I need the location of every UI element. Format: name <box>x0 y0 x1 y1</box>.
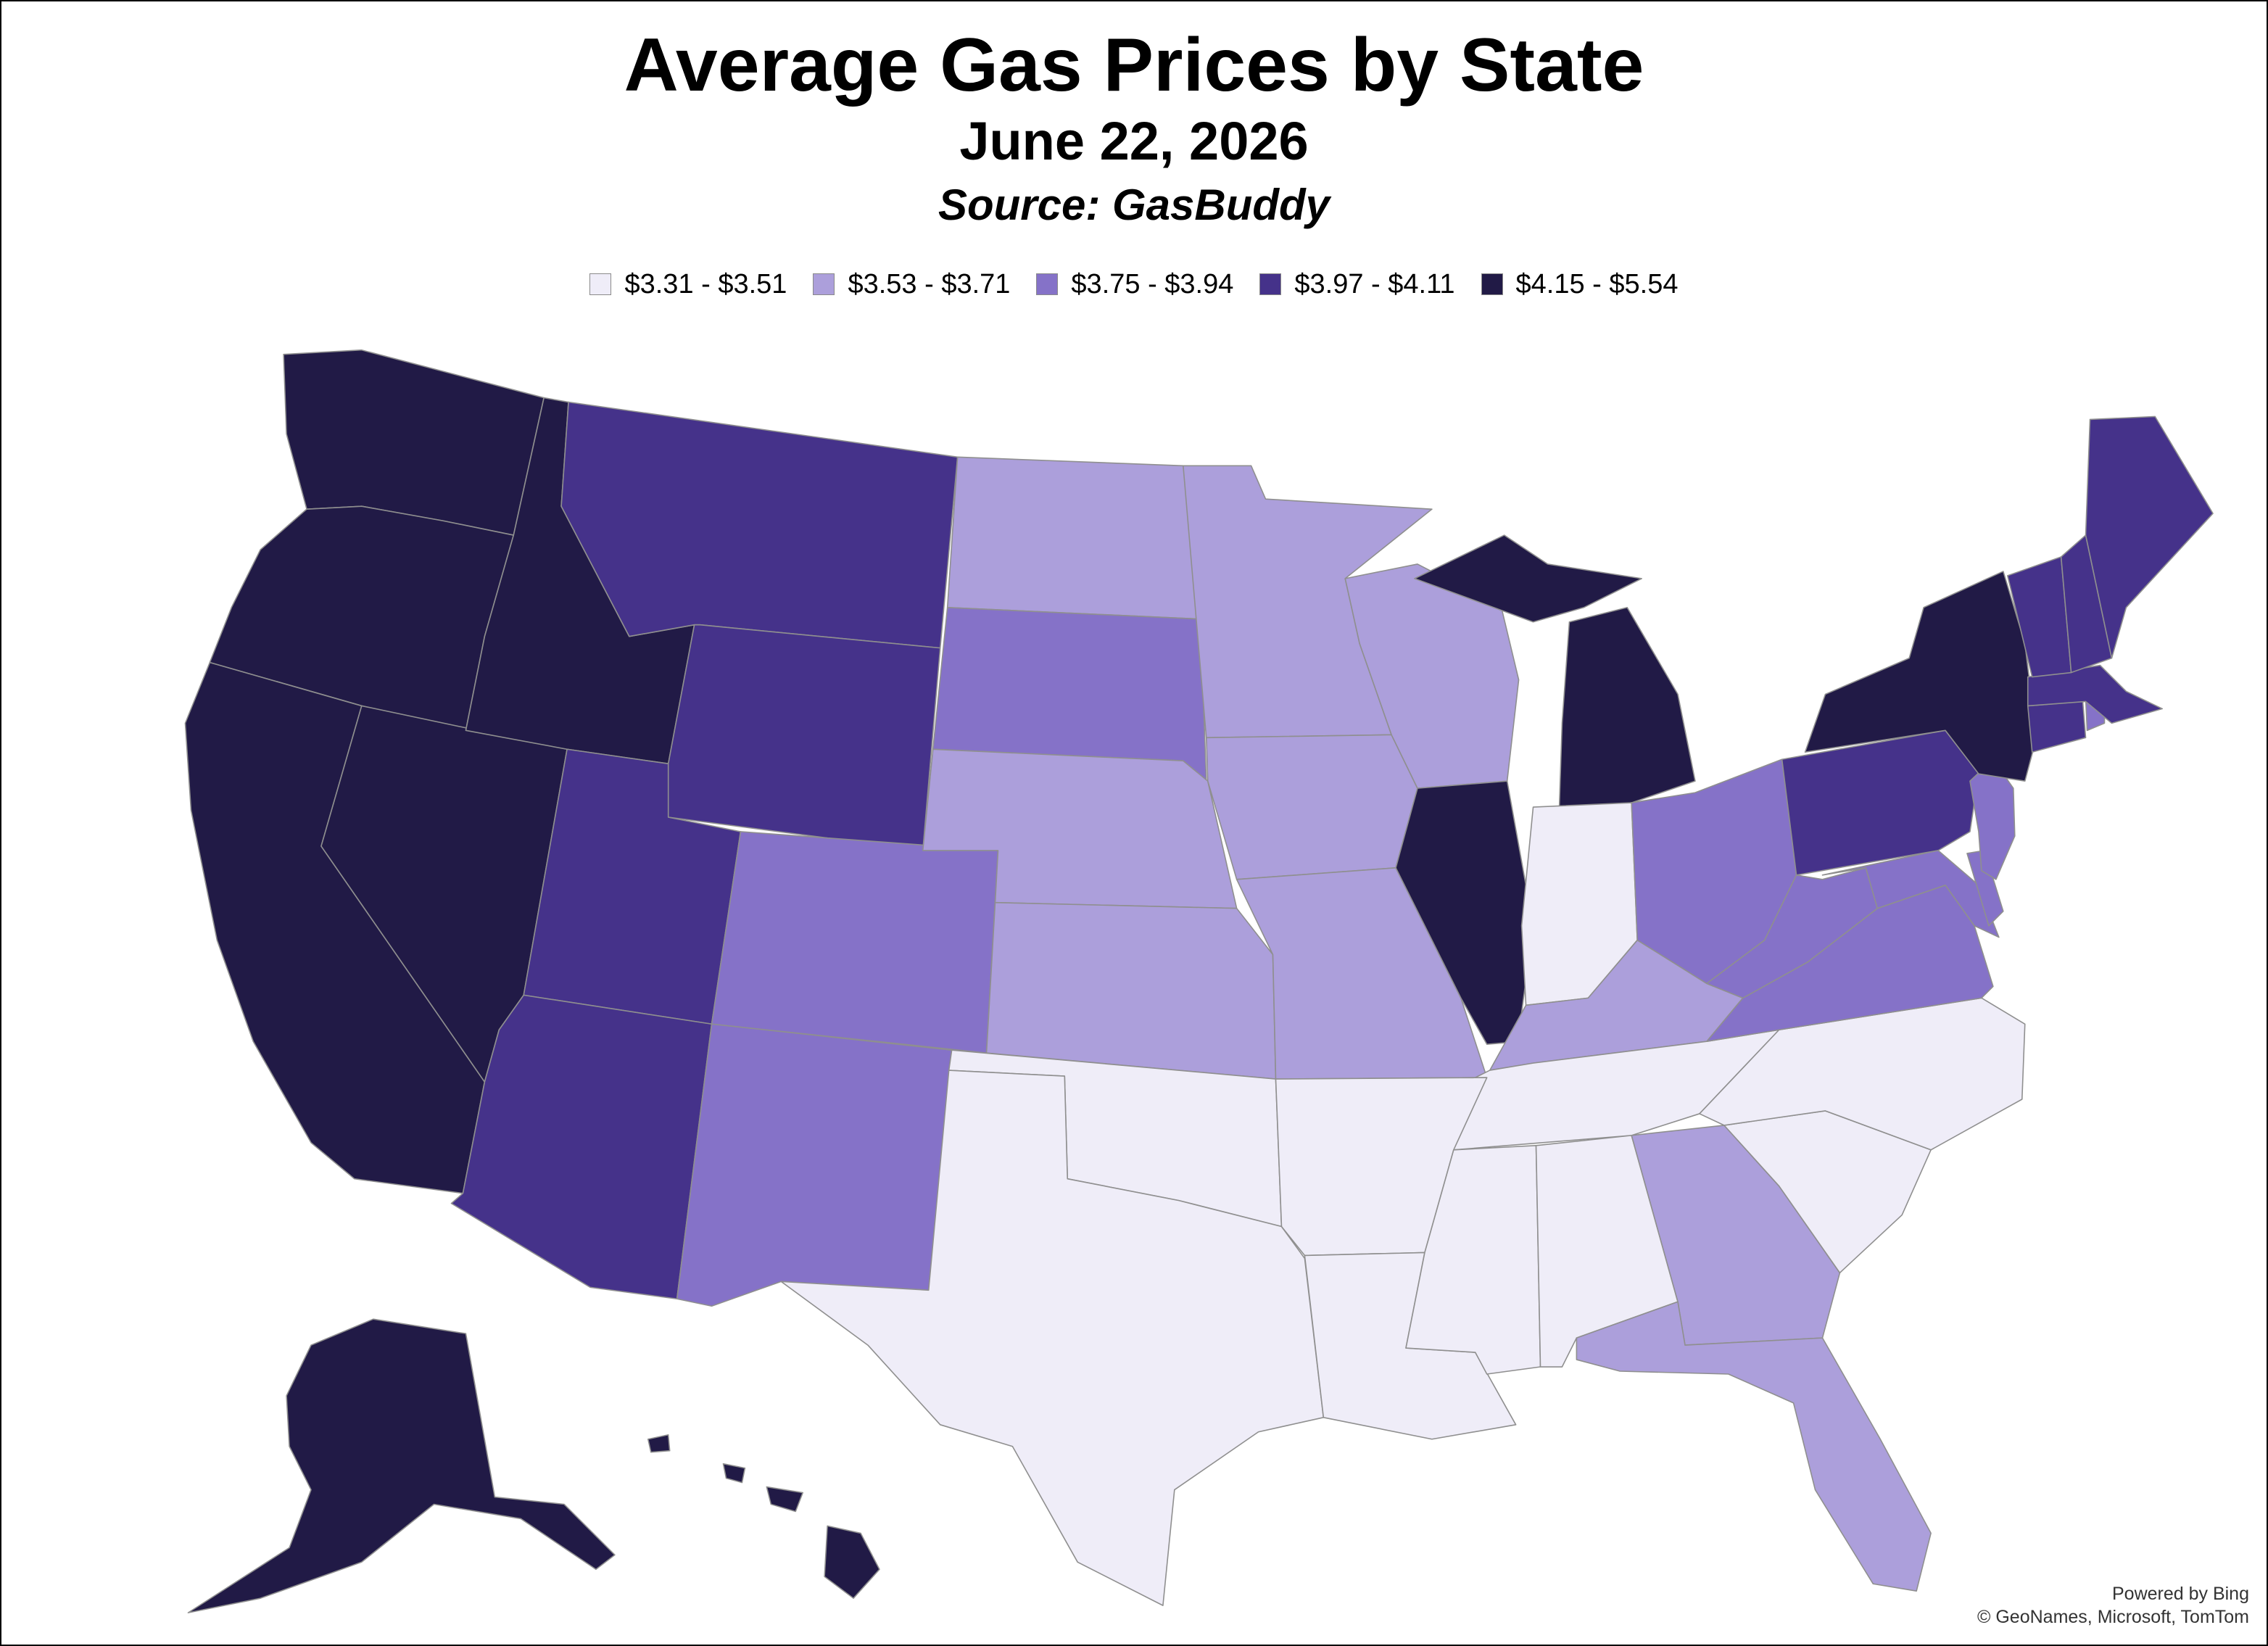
map-attribution-credits: © GeoNames, Microsoft, TomTom <box>1977 1607 2249 1627</box>
state-new-mexico[interactable] <box>676 1023 953 1307</box>
state-connecticut[interactable] <box>2027 700 2087 753</box>
legend-swatch-3 <box>1036 273 1059 295</box>
legend-item-4: $3.97 - $4.11 <box>1259 267 1455 302</box>
legend: $3.31 - $3.51 $3.53 - $3.71 $3.75 - $3.9… <box>0 267 2268 302</box>
legend-swatch-4 <box>1259 273 1282 295</box>
state-massachusetts[interactable] <box>2027 664 2164 724</box>
state-montana[interactable] <box>560 401 959 649</box>
legend-label-2: $3.53 - $3.71 <box>848 269 1011 299</box>
state-delaware[interactable] <box>1966 850 2004 927</box>
state-maryland[interactable] <box>1821 850 2000 938</box>
state-hawaii[interactable] <box>647 1434 880 1599</box>
state-michigan[interactable] <box>1414 534 1696 811</box>
state-alaska[interactable] <box>187 1318 616 1613</box>
legend-item-1: $3.31 - $3.51 <box>589 267 787 302</box>
legend-label-3: $3.75 - $3.94 <box>1071 269 1234 299</box>
legend-label-1: $3.31 - $3.51 <box>624 269 787 299</box>
map-subtitle: June 22, 2026 <box>959 111 1309 171</box>
map-attribution-powered: Powered by Bing <box>2111 1584 2249 1604</box>
legend-label-5: $4.15 - $5.54 <box>1515 269 1679 299</box>
legend-swatch-5 <box>1481 273 1503 295</box>
legend-item-2: $3.53 - $3.71 <box>813 267 1010 302</box>
state-north-dakota[interactable] <box>946 456 1201 620</box>
state-pennsylvania[interactable] <box>1781 729 1979 876</box>
map-title: Average Gas Prices by State <box>624 23 1644 107</box>
legend-swatch-1 <box>589 273 612 295</box>
state-texas[interactable] <box>780 1070 1325 1606</box>
state-florida[interactable] <box>1576 1301 1932 1592</box>
state-wyoming[interactable] <box>667 624 941 851</box>
legend-item-5: $4.15 - $5.54 <box>1481 267 1679 302</box>
state-kansas[interactable] <box>985 901 1277 1080</box>
map-source: Source: GasBuddy <box>938 181 1330 229</box>
state-iowa[interactable] <box>1205 734 1418 880</box>
legend-item-3: $3.75 - $3.94 <box>1036 267 1233 302</box>
state-colorado[interactable] <box>711 831 999 1054</box>
state-maine[interactable] <box>2085 415 2214 659</box>
legend-swatch-2 <box>813 273 835 295</box>
state-washington[interactable] <box>283 349 545 536</box>
legend-label-4: $3.97 - $4.11 <box>1294 269 1455 299</box>
